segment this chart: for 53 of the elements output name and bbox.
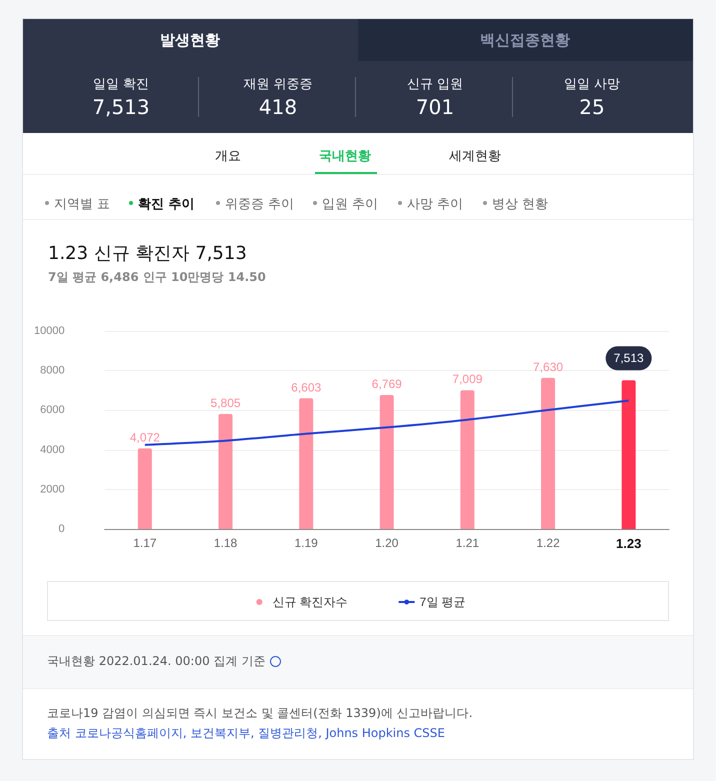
data-label: 7,513 xyxy=(614,351,644,366)
x-tick-label: 1.20 xyxy=(375,536,399,550)
bar xyxy=(622,380,636,529)
text: 발생현황 xyxy=(159,31,221,50)
y-tick-label: 8000 xyxy=(40,364,65,377)
y-tick-label: 2000 xyxy=(40,483,65,496)
text: 재원 위중증 xyxy=(242,76,314,93)
text: 25 xyxy=(578,95,606,119)
bar xyxy=(541,378,556,529)
bar xyxy=(138,448,152,529)
text: 병상 현황 xyxy=(492,196,548,213)
bar xyxy=(380,394,394,529)
text: 일일 확진 xyxy=(92,76,150,93)
y-tick-label: 0 xyxy=(58,523,65,535)
text: 신규 입원 xyxy=(406,76,464,93)
y-tick-label: 6000 xyxy=(40,404,65,416)
text: 지역별 표 xyxy=(54,196,110,213)
text: 7,513 xyxy=(91,95,151,119)
text: 입원 추이 xyxy=(322,196,378,213)
x-tick-label: 1.21 xyxy=(456,536,480,550)
x-tick-label: 1.19 xyxy=(294,536,318,550)
text: 위중증 추이 xyxy=(225,196,294,213)
text: 백신접종현황 xyxy=(479,31,571,50)
legend-label: 7일 평균 xyxy=(420,595,466,609)
data-label: 5,805 xyxy=(210,396,241,410)
bar xyxy=(460,390,474,529)
text: 일일 사망 xyxy=(562,76,622,93)
text: 사망 추이 xyxy=(407,196,464,213)
text: 개요 xyxy=(215,149,241,164)
data-label: 6,769 xyxy=(372,376,402,391)
bar xyxy=(299,398,314,529)
text: 국내현황 xyxy=(318,148,372,165)
chart-title: 1.23 신규 확진자 7,513 xyxy=(48,242,247,265)
x-tick-label: 1.23 xyxy=(616,536,642,551)
bar xyxy=(218,414,233,529)
y-tick-label: 4000 xyxy=(40,444,65,456)
text: 확진 추이 xyxy=(138,196,195,213)
chart-subtitle: 7일 평균 6,486 인구 10만명당 14.50 xyxy=(48,269,266,286)
legend-label: 신규 확진자수 xyxy=(272,595,348,609)
data-label: 7,630 xyxy=(533,360,564,374)
x-tick-label: 1.18 xyxy=(214,536,238,550)
source-note: 출처 코로나공식홈페이지, 보건복지부, 질병관리청, Johns Hopkins CSSE xyxy=(47,725,445,742)
y-tick-label: 10000 xyxy=(34,325,65,337)
x-tick-label: 1.17 xyxy=(133,536,157,550)
text: 코로나19 감염이 의심되면 즉시 보건소 및 콜센터(전화 1339)에 신고바랍니다. xyxy=(47,705,473,722)
data-label: 6,603 xyxy=(291,380,322,394)
x-tick-label: 1.22 xyxy=(536,536,560,550)
data-label: 4,072 xyxy=(130,430,160,444)
text: 세계현황 xyxy=(448,148,502,165)
text: 국내현황 2022.01.24. 00:00 집계 기준 xyxy=(47,653,266,670)
text: 418 xyxy=(258,95,298,119)
text: 701 xyxy=(414,95,456,119)
data-label: 7,009 xyxy=(452,372,483,386)
